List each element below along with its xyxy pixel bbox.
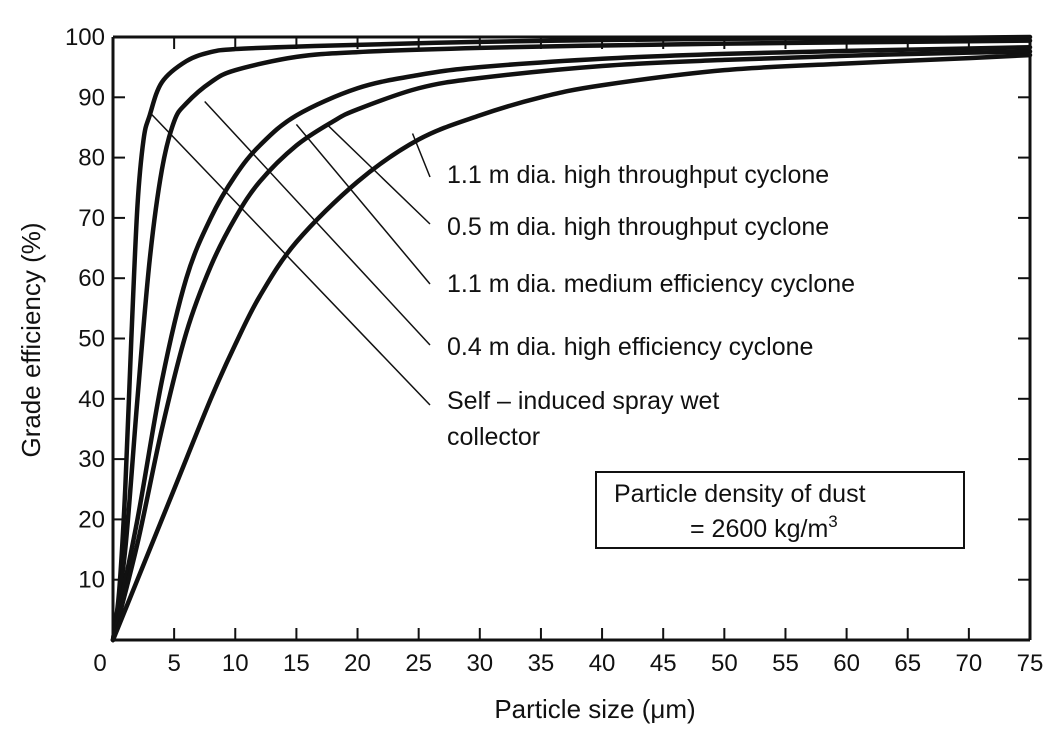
x-axis-title: Particle size (μm)	[494, 694, 695, 724]
label-leader-lines	[149, 101, 431, 406]
series-curve	[110, 49, 1033, 643]
y-tick-label: 100	[65, 24, 105, 51]
y-tick-label: 20	[78, 506, 105, 533]
axis-ticks	[113, 36, 1031, 640]
x-tick-label: 70	[956, 650, 983, 677]
y-tick-label: 80	[78, 145, 105, 172]
series-curve	[110, 38, 1033, 643]
y-tick-label: 90	[78, 84, 105, 111]
density-note-box: Particle density of dust = 2600 kg/m3	[595, 471, 965, 549]
series-label: 1.1 m dia. medium efficiency cyclone	[447, 270, 855, 298]
leader-line	[149, 111, 431, 406]
x-tick-label: 35	[528, 650, 555, 677]
x-tick-label: 25	[405, 650, 432, 677]
y-tick-label: 60	[78, 265, 105, 292]
density-note-value: = 2600 kg/m	[690, 515, 828, 543]
x-tick-label: 20	[344, 650, 371, 677]
leader-line	[326, 123, 431, 225]
y-tick-label: 10	[78, 567, 105, 594]
axis-tick-labels: 0 5 10 15 20 25 30 35 40 45 50 55 60 65 70 75 10 20 30 40 50…	[65, 24, 1043, 677]
density-note-exponent: 3	[828, 512, 837, 531]
x-tick-label: 15	[283, 650, 310, 677]
y-tick-label: 40	[78, 386, 105, 413]
series-label-line: collector	[447, 423, 540, 451]
x-tick-label: 75	[1017, 650, 1044, 677]
x-tick-label: 30	[466, 650, 493, 677]
series-labels: Self – induced spray wet collector 0.4 m d…	[447, 161, 855, 451]
leader-line	[295, 123, 431, 285]
x-tick-label: 50	[711, 650, 738, 677]
series-label: Self – induced spray wet collector	[447, 387, 719, 451]
y-tick-label: 50	[78, 326, 105, 353]
series-curve	[110, 52, 1033, 643]
x-tick-label: 45	[650, 650, 677, 677]
series-curve	[110, 45, 1033, 643]
y-axis-title: Grade efficiency (%)	[16, 222, 46, 457]
series-label: 0.5 m dia. high throughput cyclone	[447, 213, 829, 241]
density-note-line1: Particle density of dust	[614, 480, 866, 508]
series-curve	[110, 34, 1033, 643]
plot-frame	[111, 35, 1032, 642]
x-tick-label: 40	[589, 650, 616, 677]
leader-line	[204, 101, 431, 346]
series-label: 1.1 m dia. high throughput cyclone	[447, 161, 829, 189]
x-tick-label: 5	[167, 650, 180, 677]
y-tick-label: 30	[78, 446, 105, 473]
x-tick-label: 60	[833, 650, 860, 677]
density-note-frame	[595, 471, 965, 549]
x-tick-label: 10	[222, 650, 249, 677]
series-label: 0.4 m dia. high efficiency cyclone	[447, 333, 813, 361]
density-note-line2: = 2600 kg/m3	[690, 512, 838, 543]
efficiency-curves	[110, 34, 1033, 643]
x-tick-label: 55	[772, 650, 799, 677]
x-tick-label: 0	[93, 650, 106, 677]
series-label-line: Self – induced spray wet	[447, 387, 719, 415]
y-tick-label: 70	[78, 205, 105, 232]
x-tick-label: 65	[894, 650, 921, 677]
